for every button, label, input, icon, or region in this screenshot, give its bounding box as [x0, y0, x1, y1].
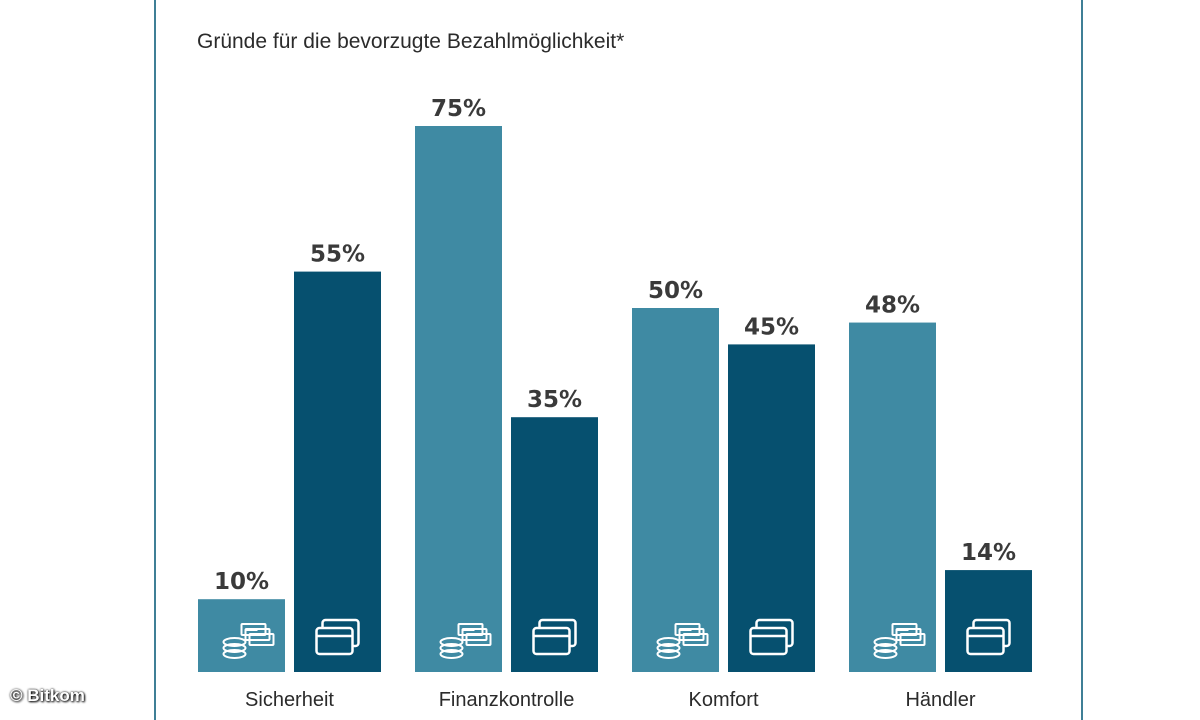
- card-icon: [532, 618, 577, 656]
- bar-finanzkontrolle-cash: [415, 126, 502, 672]
- bar-händler-cash: [849, 322, 936, 672]
- bar-value-label: 45%: [744, 314, 799, 340]
- chart-title: Gründe für die bevorzugte Bezahlmöglichk…: [197, 30, 625, 53]
- cash-stack-icon: [439, 623, 492, 659]
- bar-value-label: 50%: [648, 278, 703, 304]
- category-label: Komfort: [688, 689, 758, 711]
- card-icon: [315, 618, 360, 656]
- bar-value-label: 55%: [310, 242, 365, 268]
- copyright-watermark: © Bitkom: [10, 686, 85, 705]
- card-icon: [966, 618, 1011, 656]
- bar-value-label: 75%: [431, 96, 486, 122]
- cash-stack-icon: [222, 623, 275, 659]
- bar-value-label: 14%: [961, 540, 1016, 566]
- category-label: Händler: [905, 689, 975, 711]
- bar-value-label: 48%: [865, 293, 920, 319]
- category-label: Sicherheit: [245, 689, 334, 711]
- frame-left-border: [154, 0, 156, 720]
- frame-right-border: [1081, 0, 1083, 720]
- cash-stack-icon: [873, 623, 926, 659]
- card-icon: [749, 618, 794, 656]
- bar-sicherheit-card: [294, 271, 381, 672]
- bar-value-label: 35%: [527, 387, 582, 413]
- bar-value-label: 10%: [214, 569, 269, 595]
- category-label: Finanzkontrolle: [439, 689, 575, 711]
- cash-stack-icon: [656, 623, 709, 659]
- bar-komfort-card: [728, 344, 815, 672]
- bar-komfort-cash: [632, 308, 719, 672]
